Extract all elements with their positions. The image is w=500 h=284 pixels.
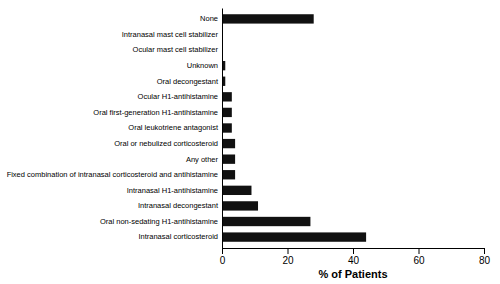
x-axis: 0 20 40 60 80 — [220, 248, 491, 266]
bars — [222, 14, 366, 242]
bar — [222, 170, 235, 179]
y-axis-line — [222, 9, 223, 249]
bar — [222, 92, 232, 101]
y-tick: Oral decongestant — [157, 77, 222, 86]
y-tick: Intranasal H1-antihistamine — [127, 186, 222, 195]
x-tick-label: 80 — [479, 255, 491, 266]
y-tick-label: Unknown — [187, 61, 218, 70]
x-tick-mark — [419, 248, 420, 254]
x-tick-mark — [222, 248, 223, 254]
bar — [222, 232, 366, 241]
bar — [222, 201, 258, 210]
y-tick: Ocular H1-antihistamine — [138, 92, 222, 101]
x-tick-label: 60 — [413, 255, 425, 266]
y-tick-label: Intranasal H1-antihistamine — [127, 186, 218, 195]
x-tick: 80 — [479, 248, 491, 266]
x-tick-mark — [353, 248, 354, 254]
bar — [222, 108, 232, 117]
x-tick-label: 20 — [282, 255, 294, 266]
y-tick-label: Ocular mast cell stabilizer — [133, 45, 219, 54]
x-tick: 60 — [413, 248, 425, 266]
plot: 0 20 40 60 80 Intranasal corticosteroid Oral n… — [7, 9, 491, 267]
y-axis: Intranasal corticosteroid Oral non-sedati… — [7, 9, 223, 249]
y-tick-label: Ocular H1-antihistamine — [138, 92, 218, 101]
y-tick-label: Intranasal mast cell stabilizer — [122, 30, 219, 39]
bar — [222, 139, 235, 148]
y-tick: Intranasal decongestant — [138, 201, 222, 210]
y-tick-label: Oral decongestant — [157, 77, 219, 86]
bar — [222, 186, 251, 195]
bar — [222, 154, 235, 163]
y-tick: None — [200, 14, 222, 23]
y-tick: Unknown — [187, 61, 222, 70]
x-tick: 0 — [220, 248, 226, 266]
y-tick: Oral non-sedating H1-antihistamine — [100, 217, 222, 226]
y-tick-label: Any other — [186, 155, 219, 164]
y-tick: Oral leukotriene antagonist — [128, 123, 222, 132]
y-tick: Oral or nebulized corticosteroid — [114, 139, 222, 148]
x-tick-label: 0 — [220, 255, 226, 266]
bar — [222, 123, 232, 132]
y-tick: Ocular mast cell stabilizer — [133, 45, 222, 54]
x-axis-title: % of Patients — [318, 268, 387, 280]
bar — [222, 14, 314, 23]
y-tick-label: Intranasal corticosteroid — [138, 232, 218, 241]
y-tick-label: Fixed combination of intranasal corticos… — [7, 170, 218, 179]
x-axis-line — [223, 249, 485, 255]
bar — [222, 217, 310, 226]
x-tick: 20 — [282, 248, 294, 266]
x-tick-mark — [484, 248, 485, 254]
x-tick: 40 — [348, 248, 360, 266]
x-tick-mark — [288, 248, 289, 254]
y-tick-label: Oral leukotriene antagonist — [128, 123, 219, 132]
x-tick-label: 40 — [348, 255, 360, 266]
y-tick: Oral first-generation H1-antihistamine — [93, 108, 222, 117]
y-tick: Intranasal corticosteroid — [138, 232, 222, 241]
y-tick-label: None — [200, 14, 218, 23]
y-tick-label: Oral non-sedating H1-antihistamine — [100, 217, 218, 226]
y-tick: Intranasal mast cell stabilizer — [122, 30, 222, 39]
chart: 0 20 40 60 80 Intranasal corticosteroid Oral n… — [0, 0, 500, 284]
y-tick-label: Intranasal decongestant — [138, 201, 219, 210]
y-tick: Any other — [186, 155, 222, 164]
y-tick: Fixed combination of intranasal corticos… — [7, 170, 222, 179]
y-tick-label: Oral first-generation H1-antihistamine — [93, 108, 218, 117]
y-tick-label: Oral or nebulized corticosteroid — [114, 139, 218, 148]
